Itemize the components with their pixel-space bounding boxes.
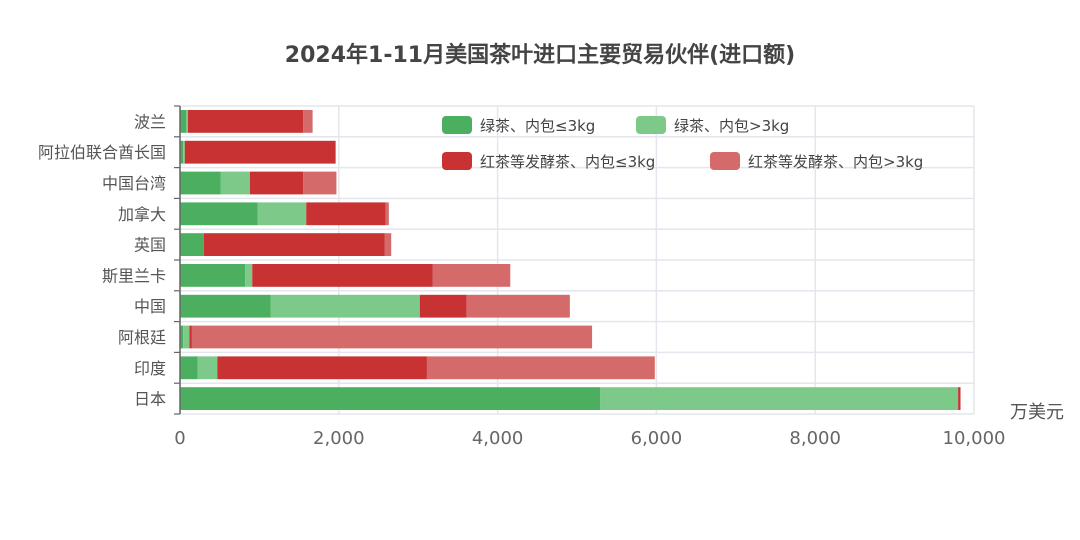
- bar-segment: [191, 325, 593, 349]
- bar-segment: [183, 140, 185, 164]
- bar-segment: [419, 294, 467, 318]
- x-tick-label: 2,000: [313, 428, 365, 449]
- legend-swatch: [710, 152, 740, 170]
- bar-segment: [426, 356, 655, 380]
- legend-label: 绿茶、内包>3kg: [674, 117, 789, 135]
- category-label: 波兰: [134, 112, 166, 131]
- bar-segment: [432, 264, 511, 287]
- legend-swatch: [442, 116, 472, 134]
- bar-segment: [220, 171, 250, 195]
- bar-segment: [270, 294, 420, 318]
- bar-segment: [203, 233, 385, 256]
- bar-segment: [303, 110, 313, 133]
- bar-segment: [180, 294, 271, 318]
- x-tick-label: 10,000: [943, 428, 1006, 449]
- bar-segment: [183, 325, 190, 349]
- bar-segment: [384, 233, 392, 256]
- bar-segment: [466, 294, 570, 318]
- bar-segment: [252, 264, 433, 287]
- x-tick-label: 8,000: [789, 428, 841, 449]
- legend-swatch: [636, 116, 666, 134]
- category-label: 加拿大: [118, 205, 166, 224]
- x-tick-label: 6,000: [631, 428, 683, 449]
- bar-segment: [180, 356, 198, 380]
- bar-segment: [180, 387, 601, 410]
- legend-label: 绿茶、内包≤3kg: [480, 117, 595, 135]
- legend-label: 红茶等发酵茶、内包≤3kg: [480, 153, 655, 171]
- category-label: 中国: [134, 297, 166, 316]
- bar-segment: [180, 171, 221, 195]
- grid-layer: [179, 105, 975, 415]
- category-label: 阿根廷: [118, 328, 166, 347]
- x-axis-unit-label: 万美元: [1010, 402, 1064, 423]
- category-label: 英国: [134, 236, 166, 255]
- bar-segment: [197, 356, 218, 380]
- legend-label: 红茶等发酵茶、内包>3kg: [748, 153, 923, 171]
- bar-segment: [186, 110, 188, 133]
- category-label: 日本: [134, 390, 166, 409]
- bar-segment: [187, 110, 304, 133]
- legend-swatch: [442, 152, 472, 170]
- category-label: 中国台湾: [102, 174, 166, 193]
- chart-title: 2024年1-11月美国茶叶进口主要贸易伙伴(进口额): [285, 42, 795, 68]
- legend: 绿茶、内包≤3kg 绿茶、内包>3kg 红茶等发酵茶、内包≤3kg 红茶等发酵茶、内包…: [442, 116, 923, 171]
- bar-segment: [217, 356, 427, 380]
- bar-segment: [257, 202, 307, 226]
- category-label: 阿拉伯联合酋长国: [38, 143, 166, 162]
- bar-segment: [180, 233, 204, 256]
- bar-segment: [189, 325, 192, 349]
- bar-segment: [958, 387, 961, 410]
- bars-layer: [180, 110, 961, 410]
- bar-segment: [306, 202, 386, 226]
- bar-segment: [180, 264, 246, 287]
- bar-segment: [180, 110, 187, 133]
- bar-segment: [249, 171, 304, 195]
- bar-segment: [184, 140, 336, 164]
- category-label: 斯里兰卡: [102, 266, 166, 285]
- bar-segment: [600, 387, 959, 410]
- x-tick-label: 4,000: [472, 428, 524, 449]
- bar-segment: [303, 171, 337, 195]
- bar-segment: [385, 202, 389, 226]
- bar-segment: [180, 325, 184, 349]
- x-tick-label: 0: [174, 428, 185, 449]
- category-label: 印度: [134, 359, 166, 378]
- bar-segment: [180, 140, 184, 164]
- bar-segment: [180, 202, 258, 226]
- bar-segment: [245, 264, 253, 287]
